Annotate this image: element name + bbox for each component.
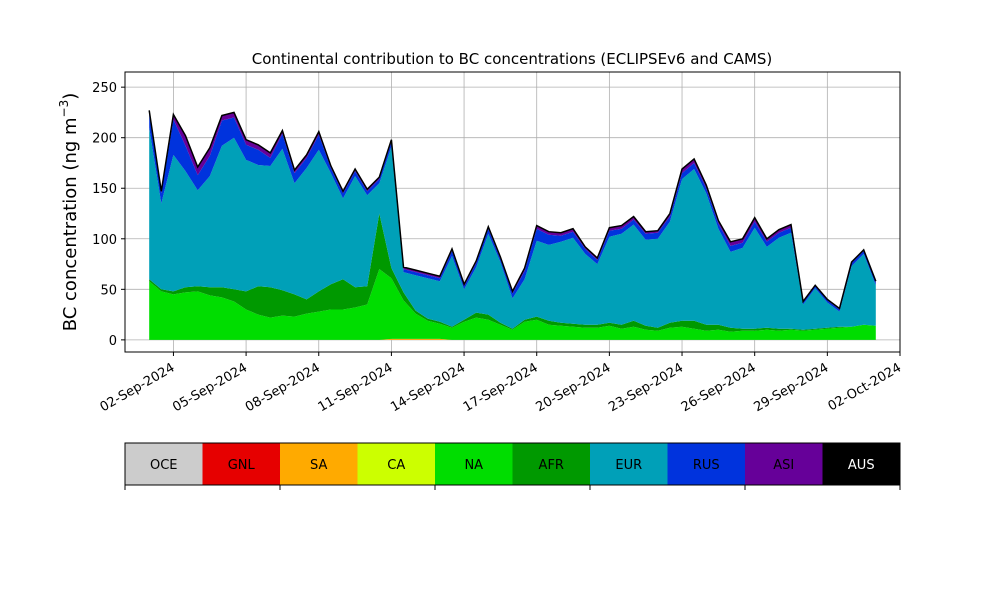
x-tick-label: 11-Sep-2024 bbox=[316, 360, 396, 415]
y-tick-label: 50 bbox=[100, 283, 117, 298]
x-tick-label: 05-Sep-2024 bbox=[170, 360, 250, 415]
x-tick-label: 20-Sep-2024 bbox=[534, 360, 614, 415]
legend-label-afr: AFR bbox=[539, 458, 564, 473]
total-line bbox=[148, 110, 877, 310]
legend-label-aus: AUS bbox=[848, 458, 875, 473]
legend-swatch-asi bbox=[745, 443, 823, 485]
legend-swatch-rus bbox=[667, 443, 745, 485]
x-tick-label: 23-Sep-2024 bbox=[606, 360, 686, 415]
y-axis-ticks: 0 50 100 150 200 250 bbox=[92, 81, 125, 349]
legend-swatch-eur bbox=[590, 443, 668, 485]
legend-swatch-oce bbox=[125, 443, 203, 485]
x-tick-label: 26-Sep-2024 bbox=[679, 360, 759, 415]
area-na bbox=[149, 269, 876, 340]
plot-frame bbox=[124, 71, 901, 353]
legend-swatch-gnl bbox=[202, 443, 280, 485]
plot-area: 0 50 100 150 200 250 02-Sep-202405-Sep-202408… bbox=[92, 71, 904, 415]
legend-swatch-na bbox=[435, 443, 513, 485]
legend-swatch-aus bbox=[822, 443, 900, 485]
x-tick-label: 02-Oct-2024 bbox=[826, 360, 904, 414]
legend-label-eur: EUR bbox=[615, 458, 642, 473]
legend-frame bbox=[124, 442, 901, 486]
y-tick-label: 250 bbox=[92, 81, 117, 96]
y-tick-label: 150 bbox=[92, 182, 117, 197]
area-rus bbox=[149, 112, 876, 312]
x-tick-label: 08-Sep-2024 bbox=[243, 360, 323, 415]
legend-swatch-ca bbox=[357, 443, 435, 485]
legend-swatch-afr bbox=[512, 443, 590, 485]
x-tick-label: 02-Sep-2024 bbox=[98, 360, 178, 415]
legend-label-sa: SA bbox=[310, 458, 327, 473]
y-axis-label: BC concentration (ng m−3) bbox=[57, 93, 81, 332]
legend-swatch-sa bbox=[280, 443, 358, 485]
x-axis-ticks: 02-Sep-202405-Sep-202408-Sep-202411-Sep-… bbox=[98, 352, 904, 415]
x-tick-label: 14-Sep-2024 bbox=[388, 360, 468, 415]
x-tick-label: 29-Sep-2024 bbox=[752, 360, 832, 415]
legend-label-gnl: GNL bbox=[228, 458, 256, 473]
legend-label-oce: OCE bbox=[150, 458, 178, 473]
legend-colorbar: OCE GNL SA CA NA AFR EUR RUS ASI AUS bbox=[124, 442, 901, 490]
y-tick-label: 0 bbox=[109, 334, 117, 349]
legend-label-asi: ASI bbox=[773, 458, 794, 473]
area-afr bbox=[149, 213, 876, 332]
legend-label-rus: RUS bbox=[693, 458, 720, 473]
x-tick-label: 17-Sep-2024 bbox=[461, 360, 541, 415]
y-tick-label: 200 bbox=[92, 132, 117, 147]
chart-title: Continental contribution to BC concentra… bbox=[252, 50, 773, 68]
y-tick-label: 100 bbox=[92, 233, 117, 248]
legend-label-na: NA bbox=[464, 458, 483, 473]
area-eur bbox=[149, 127, 876, 330]
legend-label-ca: CA bbox=[387, 458, 405, 473]
